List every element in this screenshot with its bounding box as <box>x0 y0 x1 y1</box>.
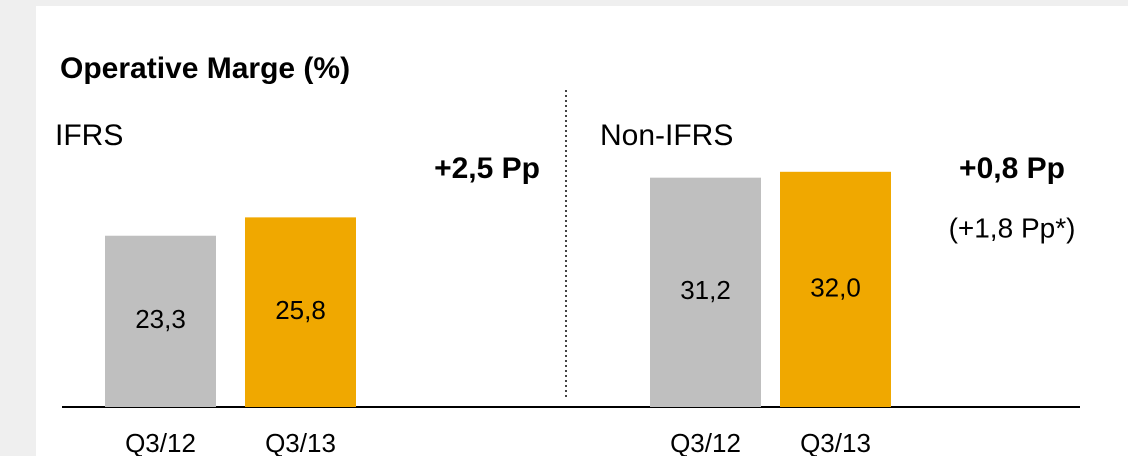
annotation: (+1,8 Pp*) <box>949 212 1076 243</box>
subtitle: IFRS <box>55 119 123 152</box>
x-tick-label: Q3/13 <box>265 428 336 456</box>
bar <box>245 217 356 407</box>
annotation: +2,5 Pp <box>434 152 540 185</box>
background <box>36 6 1128 456</box>
value-label: 23,3 <box>135 304 186 334</box>
bar <box>105 235 216 407</box>
bar <box>650 177 761 407</box>
x-tick-label: Q3/12 <box>670 428 741 456</box>
x-tick-label: Q3/12 <box>125 428 196 456</box>
value-label: 32,0 <box>810 272 861 302</box>
chart-title: Operative Marge (%) <box>60 52 350 85</box>
x-tick-label: Q3/13 <box>800 428 871 456</box>
value-label: 25,8 <box>275 295 326 325</box>
bar <box>780 171 891 407</box>
value-label: 31,2 <box>680 275 731 305</box>
subtitle: Non-IFRS <box>600 119 733 152</box>
annotation: +0,8 Pp <box>959 152 1065 185</box>
